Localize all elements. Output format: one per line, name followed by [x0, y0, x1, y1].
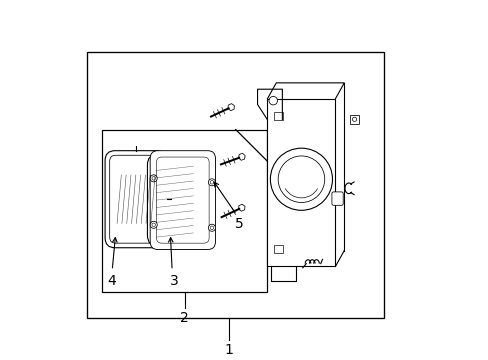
Circle shape — [278, 156, 324, 203]
Bar — [102, 130, 267, 292]
Circle shape — [150, 221, 157, 228]
FancyBboxPatch shape — [156, 157, 209, 243]
Circle shape — [208, 179, 215, 186]
Bar — [274, 246, 283, 253]
Circle shape — [210, 181, 213, 184]
Circle shape — [352, 117, 356, 121]
Circle shape — [208, 224, 215, 231]
Circle shape — [268, 96, 277, 105]
Text: 3: 3 — [169, 274, 178, 288]
FancyBboxPatch shape — [151, 158, 198, 242]
Circle shape — [152, 223, 155, 226]
Bar — [267, 99, 335, 266]
Text: 1: 1 — [224, 343, 233, 357]
Text: 2: 2 — [180, 311, 188, 325]
FancyBboxPatch shape — [150, 151, 215, 249]
FancyBboxPatch shape — [147, 154, 202, 246]
Bar — [87, 52, 383, 318]
Bar — [274, 112, 283, 120]
Circle shape — [152, 177, 155, 180]
FancyBboxPatch shape — [109, 155, 162, 243]
Bar — [349, 115, 359, 123]
FancyBboxPatch shape — [155, 162, 194, 238]
FancyBboxPatch shape — [105, 151, 166, 248]
FancyBboxPatch shape — [331, 192, 343, 205]
Text: 4: 4 — [107, 274, 116, 288]
Circle shape — [210, 226, 213, 230]
Circle shape — [270, 148, 332, 210]
Text: 5: 5 — [235, 217, 244, 231]
Circle shape — [150, 175, 157, 182]
